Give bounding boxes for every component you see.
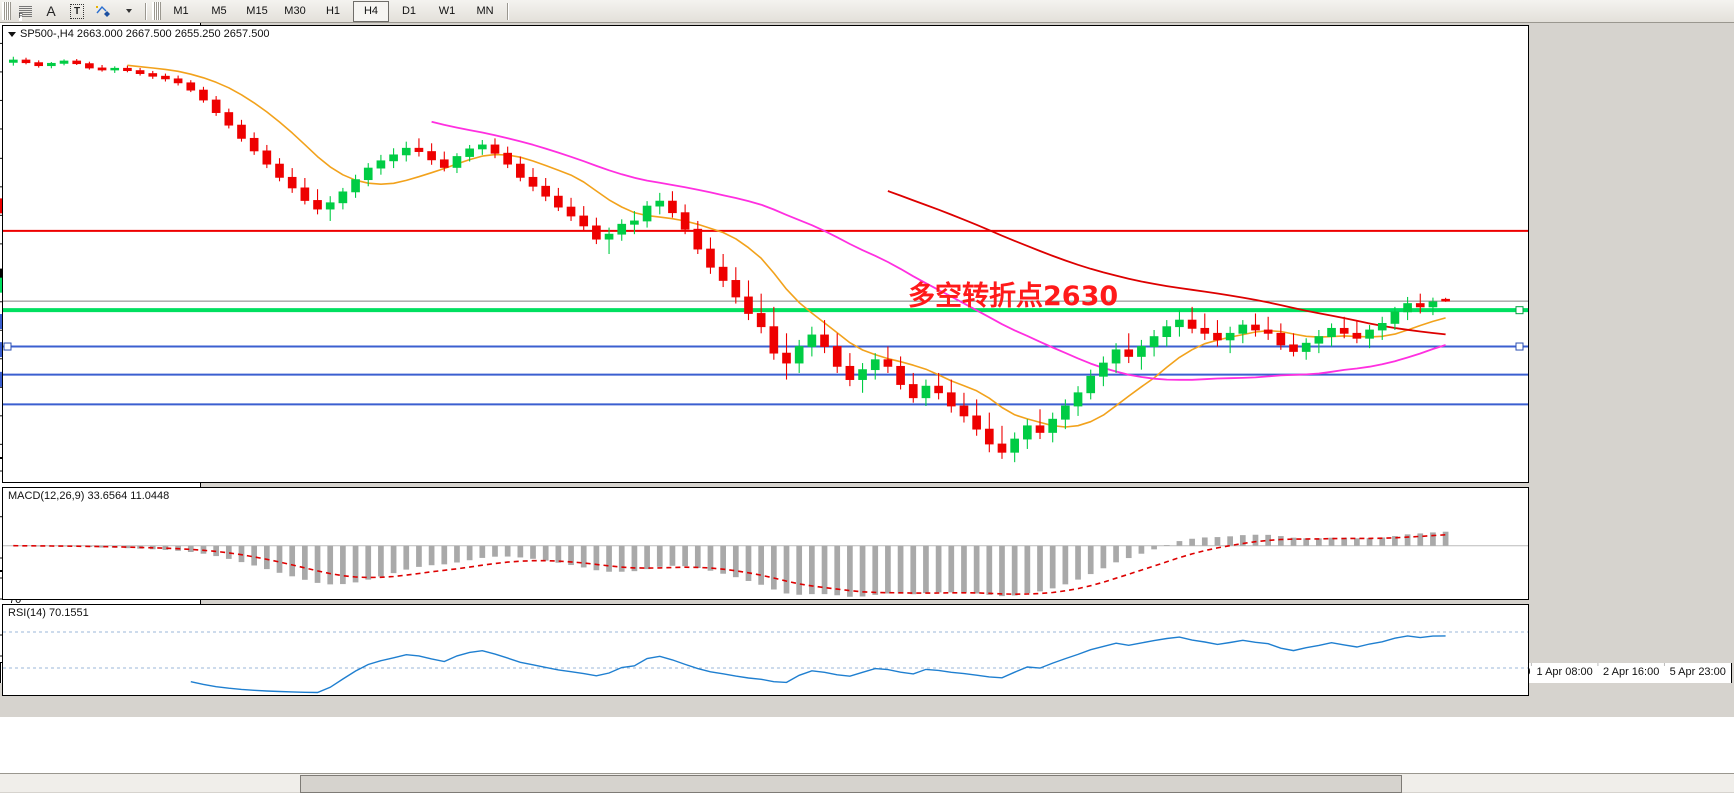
toolbar-separator-2: [507, 2, 509, 20]
timeframe-mn[interactable]: MN: [476, 5, 494, 17]
timeframe-h1[interactable]: H1: [325, 5, 341, 17]
price-chart-svg: [3, 56, 1528, 463]
timeframe-h4[interactable]: H4: [353, 0, 389, 22]
date-label: 2 Apr 16:00: [1603, 666, 1659, 678]
macd-chart-svg: [3, 531, 1528, 597]
date-label: 5 Apr 23:00: [1670, 666, 1726, 678]
toolbar-grip[interactable]: [2, 2, 11, 20]
main-toolbar: A T M1 M5 M15 M30 H1 H4 D1 W1 MN: [0, 0, 1734, 23]
indicator-list-icon[interactable]: [13, 1, 37, 22]
date-label: 1 Apr 08:00: [1537, 666, 1593, 678]
scrollbar-track[interactable]: [0, 773, 1734, 793]
bottom-white-area: [0, 717, 1734, 773]
pane-collapse-arrow[interactable]: [8, 32, 16, 37]
symbol-ohlc-label: SP500-,H4 2663.000 2667.500 2655.250 265…: [20, 28, 270, 40]
timeframe-d1[interactable]: D1: [401, 5, 417, 17]
rsi-chart-svg: [3, 631, 1528, 694]
timeframe-grip[interactable]: [152, 2, 161, 20]
chart-annotation-text: 多空转折点2630: [908, 281, 1119, 312]
timeframe-m5[interactable]: M5: [211, 5, 227, 17]
timeframe-m1[interactable]: M1: [173, 5, 189, 17]
timeframe-bar: M1 M5 M15 M30 H1 H4 D1 W1 MN: [162, 0, 504, 22]
horizontal-scrollbar[interactable]: [0, 773, 1734, 793]
price-chart-pane[interactable]: SP500-,H4 2663.000 2667.500 2655.250 265…: [2, 25, 1529, 483]
rsi-label: RSI(14) 70.1551: [8, 607, 89, 619]
objects-glyph: [96, 5, 110, 17]
macd-pane[interactable]: MACD(12,26,9) 33.6564 11.0448: [2, 487, 1529, 600]
timeframe-w1[interactable]: W1: [438, 5, 456, 17]
objects-icon[interactable]: [91, 1, 115, 22]
macd-label: MACD(12,26,9) 33.6564 11.0448: [8, 490, 170, 502]
dropdown-caret-icon[interactable]: [117, 1, 141, 22]
toolbar-separator: [145, 2, 147, 20]
scrollbar-thumb[interactable]: [300, 775, 1402, 793]
rsi-pane[interactable]: RSI(14) 70.1551: [2, 604, 1529, 696]
text-tool-icon[interactable]: A: [46, 3, 56, 19]
text-label-icon[interactable]: T: [65, 1, 89, 22]
timeframe-m15[interactable]: M15: [246, 5, 268, 17]
timeframe-m30[interactable]: M30: [284, 5, 306, 17]
